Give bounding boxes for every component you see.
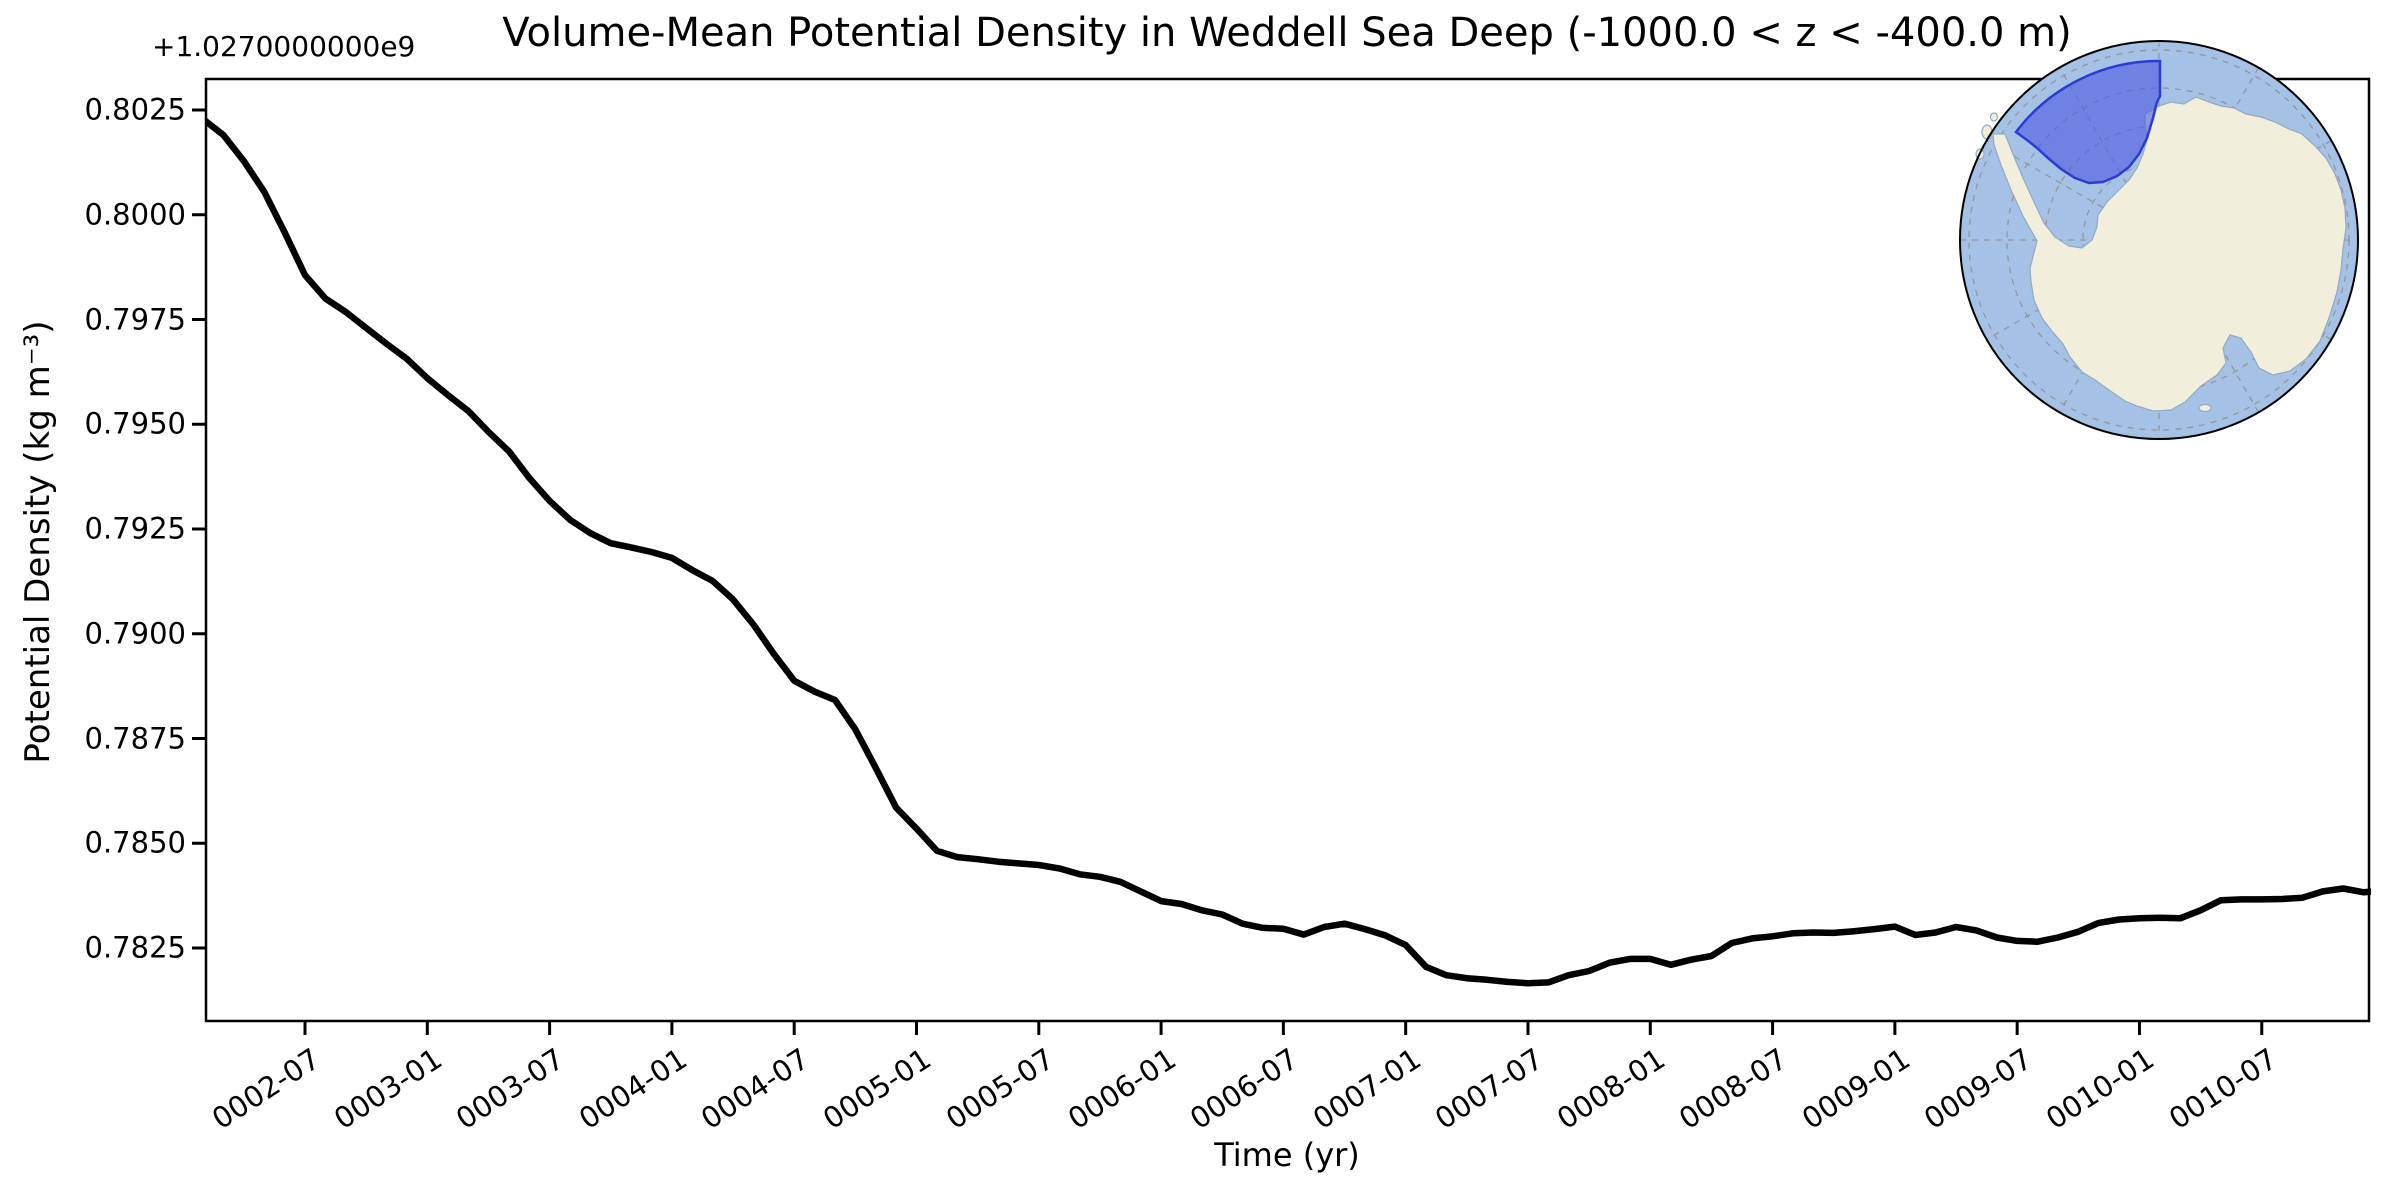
y-tick-label: 0.7825 [84, 930, 186, 965]
weddell-region-highlight [2014, 59, 2162, 185]
island [2198, 403, 2212, 413]
map-edge-circle [1959, 40, 2359, 440]
antarctica-landmass [1975, 96, 2347, 413]
y-axis-offset-text: +1.0270000000e9 [152, 30, 416, 63]
y-tick-label: 0.8000 [84, 197, 186, 232]
x-tick-marks [303, 1022, 2264, 1035]
y-tick-label: 0.7925 [84, 511, 186, 546]
y-tick-label: 0.8025 [84, 92, 186, 127]
chart-title: Volume-Mean Potential Density in Weddell… [502, 10, 2072, 56]
y-tick-label: 0.7900 [84, 616, 186, 651]
x-axis-label: Time (yr) [1214, 1136, 1360, 1174]
axes-border [204, 77, 2371, 1023]
y-tick-marks [192, 108, 205, 950]
antarctica-inset-map [1959, 40, 2359, 440]
y-tick-label: 0.7975 [84, 302, 186, 336]
antarctica-mainland [1992, 96, 2347, 412]
y-tick-label: 0.7875 [84, 721, 186, 755]
y-tick-label: 0.7950 [84, 406, 186, 441]
island [1981, 124, 1993, 140]
y-tick-label: 0.7850 [84, 825, 186, 860]
island [1989, 112, 1999, 122]
density-line [205, 116, 2371, 987]
